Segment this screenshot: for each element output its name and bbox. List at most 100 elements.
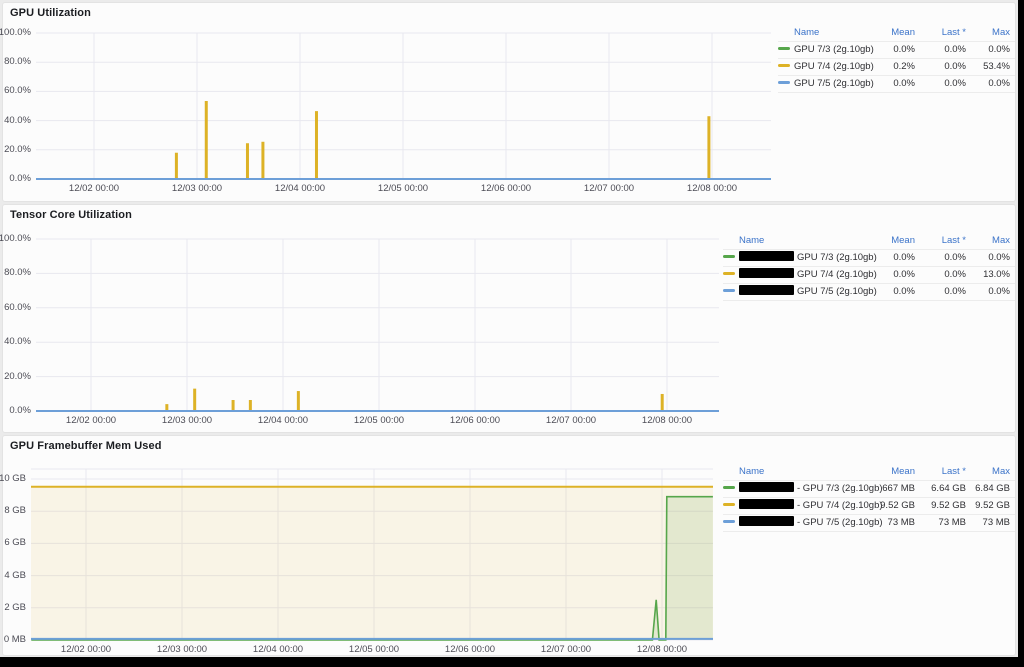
y-tick-label: 4 GB <box>4 569 26 581</box>
series-color-dash <box>723 485 735 489</box>
y-tick-label: 2 GB <box>4 601 26 613</box>
series-max: 0.0% <box>988 286 1010 297</box>
y-tick-label: 100.0% <box>0 27 31 38</box>
legend-header-name[interactable]: Name <box>739 235 765 246</box>
legend-header-name[interactable]: Name <box>739 466 765 477</box>
legend-row[interactable]: GPU 7/4 (2g.10gb) 0.2% 0.0% 53.4% <box>778 59 1015 76</box>
legend-header-last[interactable]: Last * <box>941 466 966 477</box>
legend-table: Name Mean Last * Max GPU 7/3 (2g.10gb) 0… <box>723 233 1015 301</box>
legend-row[interactable]: GPU 7/5 (2g.10gb) 0.0% 0.0% 0.0% <box>723 284 1015 301</box>
series-max: 0.0% <box>988 252 1010 263</box>
series-mean: 0.0% <box>893 44 915 55</box>
series-mean: 0.2% <box>893 61 915 72</box>
letterbox-bottom-bar <box>0 657 1024 667</box>
panel-tensor-core-utilization: Tensor Core Utilization Name Mean Last *… <box>0 204 1016 433</box>
series-max: 53.4% <box>983 61 1010 72</box>
panel-gpu-framebuffer-mem-used: GPU Framebuffer Mem Used Name Mean Last … <box>0 435 1016 656</box>
chart-plot-area[interactable] <box>36 238 719 412</box>
legend-row[interactable]: GPU 7/4 (2g.10gb) 0.0% 0.0% 13.0% <box>723 267 1015 284</box>
series-mean: 667 MB <box>882 483 915 494</box>
series-color-dash <box>723 502 735 506</box>
y-tick-label: 80.0% <box>4 267 31 279</box>
redacted-label <box>739 516 794 527</box>
y-tick-label: 0 MB <box>3 634 26 645</box>
x-tick-label: 12/04 00:00 <box>274 183 326 194</box>
legend-table: Name Mean Last * Max - GPU 7/3 (2g.10gb)… <box>723 464 1015 532</box>
panel-title: GPU Utilization <box>10 7 91 19</box>
x-tick-label: 12/04 00:00 <box>252 644 304 655</box>
series-color-dash <box>723 519 735 523</box>
legend-row[interactable]: GPU 7/3 (2g.10gb) 0.0% 0.0% 0.0% <box>778 42 1015 59</box>
x-tick-label: 12/07 00:00 <box>583 183 635 194</box>
series-name: GPU 7/4 (2g.10gb) <box>797 269 877 280</box>
series-mean: 0.0% <box>893 286 915 297</box>
legend-header-mean[interactable]: Mean <box>891 235 915 246</box>
x-tick-label: 12/03 00:00 <box>171 183 223 194</box>
series-last: 9.52 GB <box>931 500 966 511</box>
series-max: 6.84 GB <box>975 483 1010 494</box>
series-mean: 0.0% <box>893 269 915 280</box>
x-tick-label: 12/06 00:00 <box>449 415 501 426</box>
legend-row[interactable]: GPU 7/5 (2g.10gb) 0.0% 0.0% 0.0% <box>778 76 1015 93</box>
series-max: 0.0% <box>988 78 1010 89</box>
x-tick-label: 12/05 00:00 <box>353 415 405 426</box>
series-color-dash <box>723 271 735 275</box>
series-max: 73 MB <box>982 517 1010 528</box>
series-color-dash <box>723 288 735 292</box>
x-tick-label: 12/08 00:00 <box>636 644 688 655</box>
redacted-label <box>739 285 794 296</box>
legend-header-row: Name Mean Last * Max <box>723 464 1015 481</box>
series-last: 6.64 GB <box>931 483 966 494</box>
y-tick-label: 0.0% <box>9 405 31 416</box>
x-tick-label: 12/06 00:00 <box>444 644 496 655</box>
series-color-dash <box>778 63 790 67</box>
series-last: 0.0% <box>944 269 966 280</box>
y-tick-label: 0.0% <box>9 173 31 184</box>
legend-row[interactable]: - GPU 7/5 (2g.10gb) 73 MB 73 MB 73 MB <box>723 515 1015 532</box>
legend-header-mean[interactable]: Mean <box>891 27 915 38</box>
y-tick-label: 100.0% <box>0 233 31 244</box>
legend-header-row: Name Mean Last * Max <box>778 25 1015 42</box>
legend-header-max[interactable]: Max <box>992 466 1010 477</box>
series-max: 9.52 GB <box>975 500 1010 511</box>
legend-header-name[interactable]: Name <box>794 27 820 38</box>
y-tick-label: 6 GB <box>4 537 26 549</box>
series-name: GPU 7/4 (2g.10gb) <box>794 61 874 72</box>
series-name: - GPU 7/5 (2g.10gb) <box>797 517 883 528</box>
y-tick-label: 8 GB <box>4 505 26 517</box>
redacted-label <box>739 268 794 279</box>
series-mean: 0.0% <box>893 252 915 263</box>
legend-header-max[interactable]: Max <box>992 27 1010 38</box>
chart-plot-area[interactable] <box>36 32 771 180</box>
redacted-label <box>739 482 794 493</box>
series-name: GPU 7/5 (2g.10gb) <box>797 286 877 297</box>
series-mean: 73 MB <box>887 517 915 528</box>
legend-header-row: Name Mean Last * Max <box>723 233 1015 250</box>
y-tick-label: 40.0% <box>4 114 31 126</box>
series-last: 0.0% <box>944 61 966 72</box>
series-mean: 0.0% <box>893 78 915 89</box>
chart-plot-area[interactable] <box>31 468 713 641</box>
x-tick-label: 12/03 00:00 <box>161 415 213 426</box>
redacted-label <box>739 499 794 510</box>
panel-gpu-utilization: GPU Utilization Name Mean Last * Max GPU… <box>0 2 1016 202</box>
legend-header-last[interactable]: Last * <box>941 235 966 246</box>
y-tick-label: 80.0% <box>4 56 31 68</box>
legend-row[interactable]: - GPU 7/3 (2g.10gb) 667 MB 6.64 GB 6.84 … <box>723 481 1015 498</box>
y-tick-label: 60.0% <box>4 85 31 97</box>
x-tick-label: 12/05 00:00 <box>348 644 400 655</box>
series-max: 0.0% <box>988 44 1010 55</box>
series-last: 0.0% <box>944 252 966 263</box>
legend-header-last[interactable]: Last * <box>941 27 966 38</box>
legend-header-max[interactable]: Max <box>992 235 1010 246</box>
series-color-dash <box>723 254 735 258</box>
series-last: 0.0% <box>944 44 966 55</box>
legend-row[interactable]: - GPU 7/4 (2g.10gb) 9.52 GB 9.52 GB 9.52… <box>723 498 1015 515</box>
legend-header-mean[interactable]: Mean <box>891 466 915 477</box>
x-tick-label: 12/07 00:00 <box>540 644 592 655</box>
panel-title: Tensor Core Utilization <box>10 209 132 221</box>
y-tick-label: 20.0% <box>4 143 31 155</box>
legend-row[interactable]: GPU 7/3 (2g.10gb) 0.0% 0.0% 0.0% <box>723 250 1015 267</box>
x-tick-label: 12/03 00:00 <box>156 644 208 655</box>
series-name: GPU 7/5 (2g.10gb) <box>794 78 874 89</box>
